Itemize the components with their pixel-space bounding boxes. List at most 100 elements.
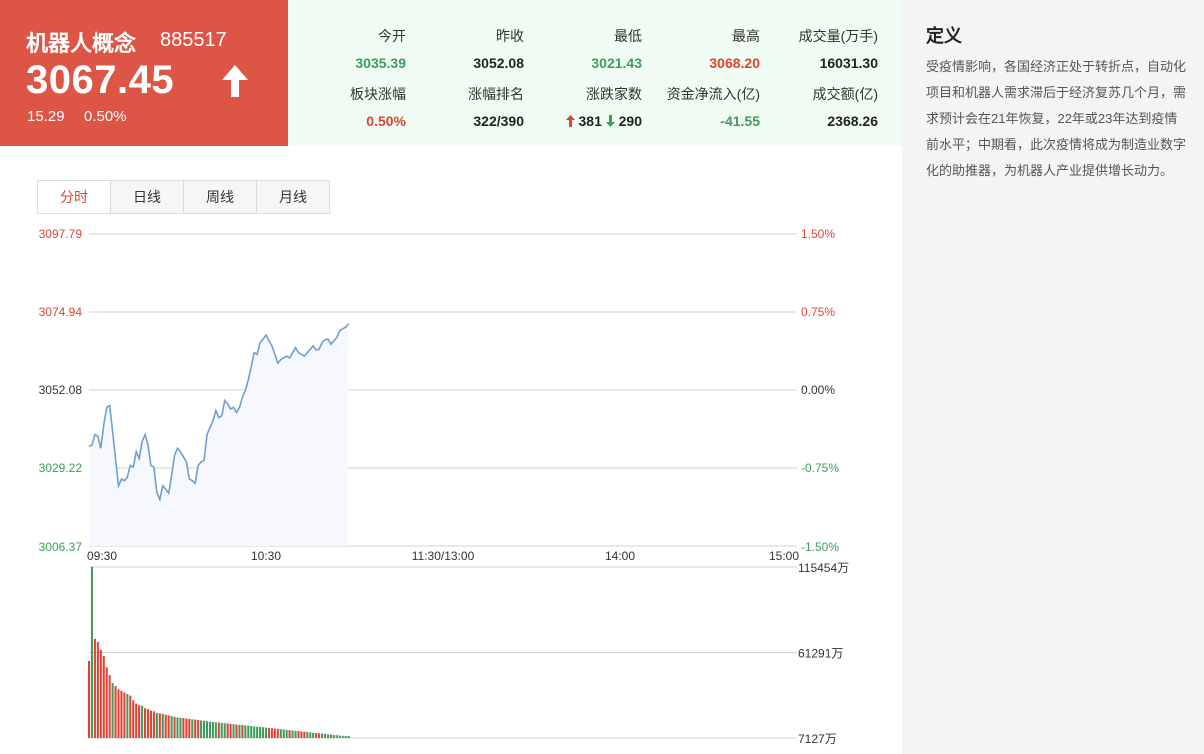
volume-bar: [229, 723, 232, 738]
volume-bar: [338, 735, 341, 738]
volume-bar: [179, 717, 182, 738]
volume-bar: [232, 724, 235, 738]
volume-bar: [264, 727, 268, 738]
volume-bar: [279, 729, 282, 738]
volume-bar: [323, 733, 327, 738]
stat-low: 最低 3021.43: [524, 26, 642, 71]
volume-bar: [247, 725, 250, 738]
volume-bar: [326, 734, 329, 738]
volume-bar: [161, 713, 164, 738]
stat-label: 最低: [614, 28, 642, 44]
stat-label: 板块涨幅: [350, 86, 406, 102]
stat-value: 3021.43: [591, 55, 642, 71]
volume-bar: [99, 649, 102, 738]
volume-bar: [203, 720, 206, 738]
stat-net-inflow: 资金净流入(亿) -41.55: [642, 84, 760, 129]
time-tick-label: 15:00: [769, 549, 799, 563]
stat-value: 2368.26: [827, 113, 878, 129]
volume-bar: [297, 731, 300, 738]
volume-bar: [291, 730, 294, 738]
stat-label: 成交量(万手): [798, 28, 878, 44]
volume-bar: [155, 712, 158, 738]
volume-bar: [211, 721, 214, 738]
stats-panel: 今开 3035.39 昨收 3052.08 最低 3021.43 最高 3068…: [288, 0, 902, 146]
volume-bar: [238, 724, 241, 738]
price-tick-label: 3029.22: [39, 461, 83, 475]
volume-bar: [111, 683, 114, 738]
volume-bar: [205, 721, 209, 738]
volume-bar: [253, 726, 256, 738]
volume-bar: [164, 714, 167, 738]
price-tick-label: 3052.08: [39, 383, 83, 397]
stat-value: -41.55: [720, 113, 760, 129]
time-tick-label: 11:30/13:00: [412, 549, 475, 563]
volume-bar: [303, 731, 306, 738]
volume-bar: [141, 705, 144, 738]
stat-label: 涨跌家数: [586, 86, 642, 102]
volume-bar: [226, 723, 229, 738]
stat-value: 3035.39: [355, 55, 406, 71]
volume-bar: [300, 731, 303, 738]
volume-bar: [120, 690, 123, 738]
volume-bar: [117, 689, 120, 738]
time-tick-label: 14:00: [605, 549, 635, 563]
down-arrow-icon: [605, 115, 615, 127]
stat-label: 成交额(亿): [812, 86, 878, 102]
volume-bar: [250, 726, 253, 738]
volume-bar: [217, 722, 220, 738]
volume-bar: [105, 667, 108, 738]
volume-bar: [167, 715, 170, 738]
volume-bar: [270, 728, 273, 738]
stat-label: 最高: [732, 28, 760, 44]
stat-sector-change: 板块涨幅 0.50%: [288, 84, 406, 129]
volume-bar: [241, 725, 244, 738]
volume-bar: [138, 705, 141, 738]
volume-bar: [312, 732, 315, 738]
volume-bar: [288, 730, 291, 738]
down-count: 290: [618, 113, 642, 129]
volume-bar: [347, 736, 350, 738]
price-grid: [89, 233, 797, 547]
stat-up-down-count: 涨跌家数 381 290: [524, 84, 642, 129]
volume-bar: [90, 567, 93, 738]
tab-weekly[interactable]: 周线: [183, 181, 256, 213]
stat-label: 涨幅排名: [468, 86, 524, 102]
volume-bar: [108, 675, 111, 738]
volume-bar: [96, 641, 99, 738]
stat-rank: 涨幅排名 322/390: [406, 84, 524, 129]
tab-daily[interactable]: 日线: [110, 181, 183, 213]
volume-bar: [220, 722, 223, 738]
volume-bar: [176, 717, 179, 738]
tab-intraday[interactable]: 分时: [38, 181, 110, 213]
stat-value: 16031.30: [819, 55, 878, 71]
stat-open: 今开 3035.39: [288, 26, 406, 71]
stat-value: 3052.08: [473, 55, 524, 71]
volume-bar: [185, 718, 188, 738]
percent-tick-label: 1.50%: [801, 227, 835, 241]
volume-bar: [306, 732, 309, 738]
percent-tick-label: 0.00%: [801, 383, 835, 397]
volume-bar: [144, 708, 147, 738]
volume-bar: [194, 719, 197, 738]
volume-bar: [152, 711, 155, 738]
definition-text: 受疫情影响，各国经济正处于转折点，自动化项目和机器人需求滞后于经济复苏几个月，需…: [926, 59, 1187, 178]
stat-turnover: 成交额(亿) 2368.26: [760, 84, 878, 129]
time-tick-label: 10:30: [251, 549, 281, 563]
price-area: [89, 323, 349, 546]
time-tick-label: 09:30: [87, 549, 117, 563]
volume-bar: [332, 734, 335, 738]
tab-monthly[interactable]: 月线: [256, 181, 329, 213]
volume-bar: [129, 695, 132, 738]
volume-bars: 115454万 61291万 7127万: [87, 561, 849, 746]
volume-bar: [259, 727, 262, 738]
volume-bar: [341, 735, 344, 738]
stat-value: 0.50%: [366, 113, 406, 129]
volume-bar: [214, 722, 217, 738]
volume-tick-label: 115454万: [798, 561, 849, 575]
volume-bar: [276, 728, 279, 738]
volume-bar: [321, 733, 324, 738]
percent-tick-label: 0.75%: [801, 305, 835, 319]
volume-bar: [309, 732, 312, 738]
volume-bar: [262, 727, 265, 738]
volume-bar: [208, 721, 211, 738]
